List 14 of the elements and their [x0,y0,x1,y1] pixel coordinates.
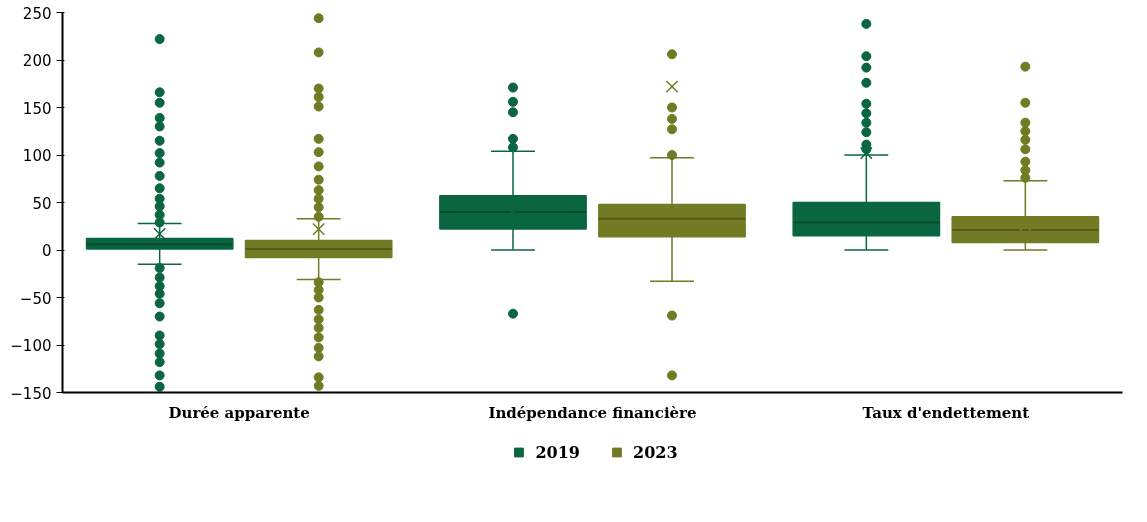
x-tick-label: Taux d'endettement [862,403,1030,422]
y-tick-label: 150 [22,99,52,118]
y-tick-label: −150 [10,384,52,403]
y-tick-label: 50 [32,194,52,213]
y-tick-label: 100 [22,147,52,165]
legend-label: 2019 [535,442,580,462]
y-tick-label: −50 [19,289,52,308]
y-tick-label: −100 [10,337,52,355]
y-tick-label: 200 [22,52,52,70]
x-tick-label: Indépendance financière [488,403,697,422]
y-tick-label: 250 [22,4,52,23]
legend-label: 2023 [633,442,678,462]
x-tick-label: Durée apparente [168,403,310,422]
y-tick-label: 0 [41,242,52,260]
